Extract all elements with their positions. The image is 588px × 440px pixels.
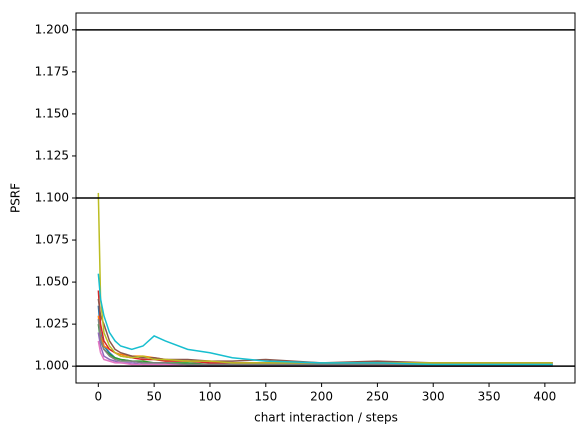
y-tick-label: 1.150	[35, 106, 69, 120]
x-tick-label: 400	[533, 390, 556, 404]
y-tick-label: 1.175	[35, 64, 69, 78]
x-tick-label: 0	[95, 390, 103, 404]
x-tick-label: 50	[147, 390, 162, 404]
y-tick-label: 1.050	[35, 275, 69, 289]
series-line	[97, 319, 553, 366]
series-line	[97, 273, 553, 366]
series-line	[97, 290, 553, 364]
y-tick-label: 1.075	[35, 233, 69, 247]
y-tick-label: 1.100	[35, 191, 69, 205]
series-line	[97, 324, 553, 366]
series-line	[97, 192, 553, 364]
series-line	[97, 315, 553, 364]
series-line	[97, 298, 553, 364]
y-axis-label: PSRF	[9, 183, 23, 213]
y-tick-label: 1.200	[35, 22, 69, 36]
x-tick-label: 250	[366, 390, 389, 404]
y-tick-label: 1.000	[35, 359, 69, 373]
y-tick-label: 1.125	[35, 148, 69, 162]
x-tick-label: 200	[310, 390, 333, 404]
x-tick-label: 300	[422, 390, 445, 404]
x-tick-label: 150	[254, 390, 277, 404]
x-tick-label: 350	[478, 390, 501, 404]
x-axis-label: chart interaction / steps	[254, 411, 398, 425]
y-tick-label: 1.025	[35, 317, 69, 331]
series-line	[97, 305, 553, 366]
x-tick-label: 100	[199, 390, 222, 404]
